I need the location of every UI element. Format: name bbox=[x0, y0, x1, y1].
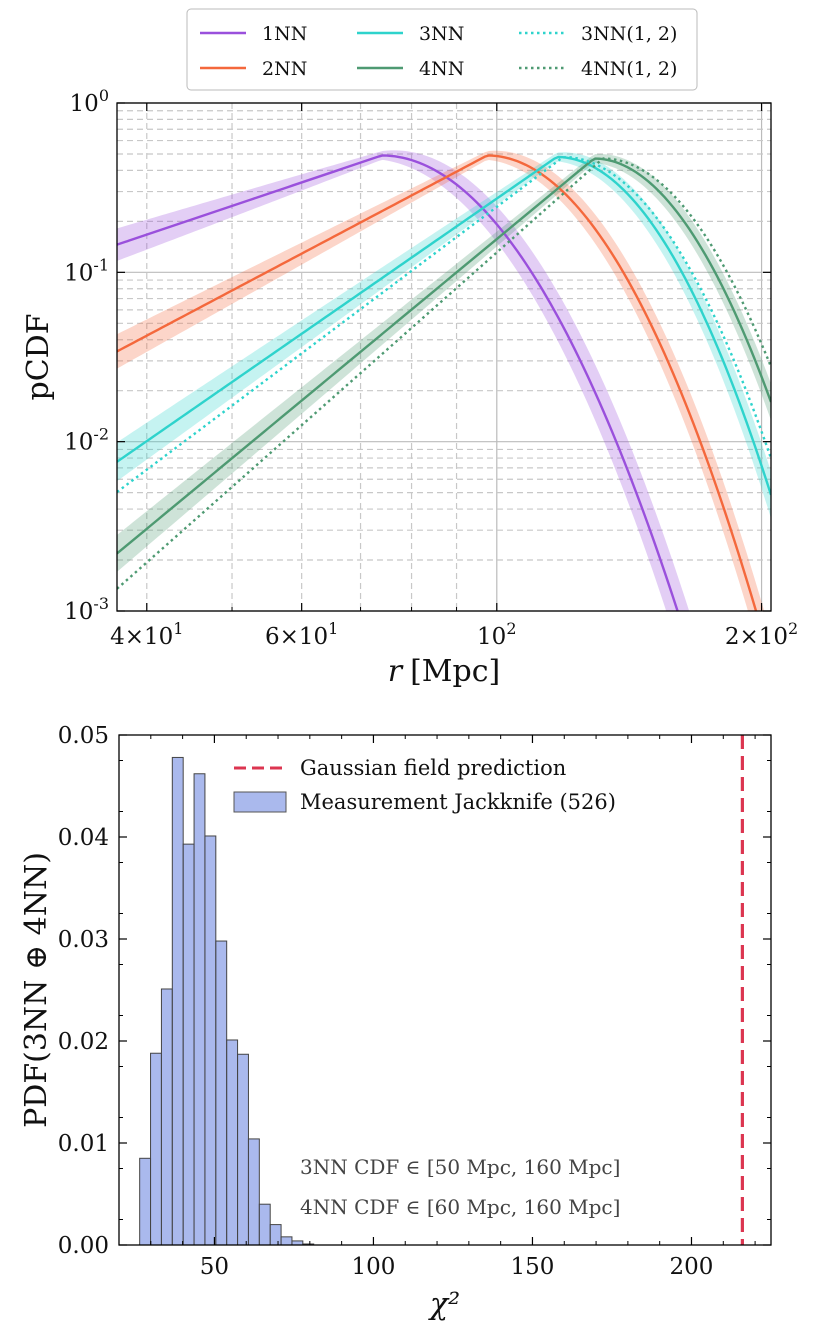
chi2-x-axis-label: χ² bbox=[428, 1287, 460, 1322]
chi2-ytick-label-5: 0.05 bbox=[58, 723, 109, 749]
pcdf-xtick-label-1: 6×101 bbox=[265, 619, 338, 650]
chi2-hist-bar-13 bbox=[280, 1236, 293, 1245]
pcdf-legend-box bbox=[186, 8, 698, 91]
pcdf-line-4NN bbox=[117, 157, 771, 555]
note-3nn-range: 3NN CDF ∈ [50 Mpc, 160 Mpc] bbox=[300, 1155, 620, 1179]
chi2-hist-bar-4 bbox=[182, 843, 195, 1245]
legend-label-gaussian: Gaussian field prediction bbox=[300, 756, 566, 780]
pcdf-line-1NN bbox=[117, 154, 679, 611]
pcdf-legend-label-1NN: 1NN bbox=[262, 23, 307, 45]
chi2-hist-bar-8 bbox=[226, 1039, 239, 1245]
pcdf-legend-label-2NN: 2NN bbox=[262, 58, 307, 80]
pcdf-legend-label-4NN: 4NN bbox=[419, 58, 464, 80]
pcdf-xtick-label-2: 102 bbox=[477, 619, 516, 650]
pcdf-line-3NN bbox=[117, 155, 771, 496]
pcdf-legend-label-3NN: 3NN bbox=[419, 23, 464, 45]
pcdf-ytick-label-3: 10-3 bbox=[64, 594, 109, 625]
legend-label-jackknife: Measurement Jackknife (526) bbox=[300, 790, 616, 814]
chi2-hist-bar-3 bbox=[171, 756, 184, 1245]
chi2-xtick-label-1: 100 bbox=[351, 1254, 395, 1280]
pcdf-ticks: 4×101 6×101 102 2×102 100 10-1 10-2 10-3 bbox=[64, 86, 798, 650]
chi2-legend: Gaussian field prediction Measurement Ja… bbox=[233, 756, 616, 814]
pcdf-legend: 1NN 2NN 3NN 4NN 3NN(1, 2) 4NN(1, 2) bbox=[186, 8, 698, 91]
pcdf-y-axis-label: pCDF bbox=[21, 313, 56, 400]
pcdf-plot-background bbox=[117, 103, 771, 611]
pcdf-legend-label-3NN(1, 2): 3NN(1, 2) bbox=[581, 23, 677, 45]
note-4nn-range: 4NN CDF ∈ [60 Mpc, 160 Mpc] bbox=[300, 1195, 620, 1219]
chi2-ticks: 50 100 150 200 0.00 0.01 0.02 0.03 0.04 0.05 bbox=[58, 723, 771, 1280]
pcdf-line-3NN(1, 2) bbox=[117, 155, 771, 493]
chi2-panel: 50 100 150 200 0.00 0.01 0.02 0.03 0.04 0.05 PDF(… bbox=[19, 723, 772, 1322]
pcdf-series-lines bbox=[117, 154, 771, 611]
chi2-hist-bar-12 bbox=[269, 1224, 282, 1245]
chi2-ytick-label-4: 0.04 bbox=[58, 825, 109, 851]
pcdf-ytick-label-1: 10-1 bbox=[64, 255, 109, 286]
chi2-hist-bar-14 bbox=[291, 1240, 304, 1245]
chi2-hist-bar-5 bbox=[193, 773, 206, 1245]
chi2-ytick-label-3: 0.03 bbox=[58, 927, 109, 953]
pcdf-line-2NN bbox=[117, 154, 758, 611]
pcdf-plot-frame bbox=[116, 102, 772, 612]
chi2-hist-bar-11 bbox=[258, 1203, 271, 1245]
chi2-hist-bar-0 bbox=[139, 1157, 152, 1245]
chi2-hist-bar-6 bbox=[204, 835, 217, 1245]
chi2-hist-bar-2 bbox=[160, 988, 173, 1245]
pcdf-xtick-label-3: 2×102 bbox=[725, 619, 798, 650]
chi2-hist-bar-9 bbox=[237, 1053, 249, 1245]
pcdf-line-4NN(1, 2) bbox=[117, 157, 771, 590]
chi2-hist-bar-1 bbox=[150, 1052, 162, 1245]
chi2-hist-bar-7 bbox=[215, 940, 228, 1245]
chi2-ytick-label-0: 0.00 bbox=[58, 1233, 109, 1259]
chi2-xtick-label-2: 150 bbox=[511, 1254, 555, 1280]
chi2-ytick-label-2: 0.02 bbox=[58, 1029, 109, 1055]
chi2-xtick-label-3: 200 bbox=[670, 1254, 714, 1280]
pcdf-legend-label-4NN(1, 2): 4NN(1, 2) bbox=[581, 58, 677, 80]
chi2-hist-bar-10 bbox=[247, 1138, 260, 1245]
pcdf-x-axis-label: r [Mpc] bbox=[388, 654, 500, 689]
pcdf-panel: 4×101 6×101 102 2×102 100 10-1 10-2 10-3 pCDF r… bbox=[21, 8, 798, 689]
chi2-ytick-label-1: 0.01 bbox=[58, 1131, 109, 1157]
chi2-y-axis-label: PDF(3NN ⊕ 4NN) bbox=[19, 852, 54, 1128]
chi2-plot-frame bbox=[118, 734, 772, 1246]
legend-swatch-jackknife bbox=[233, 791, 287, 813]
chi2-xtick-label-0: 50 bbox=[200, 1254, 229, 1280]
pcdf-xtick-label-0: 4×101 bbox=[110, 619, 183, 650]
pcdf-ytick-label-0: 100 bbox=[70, 86, 109, 117]
pcdf-ytick-label-2: 10-2 bbox=[64, 425, 109, 456]
